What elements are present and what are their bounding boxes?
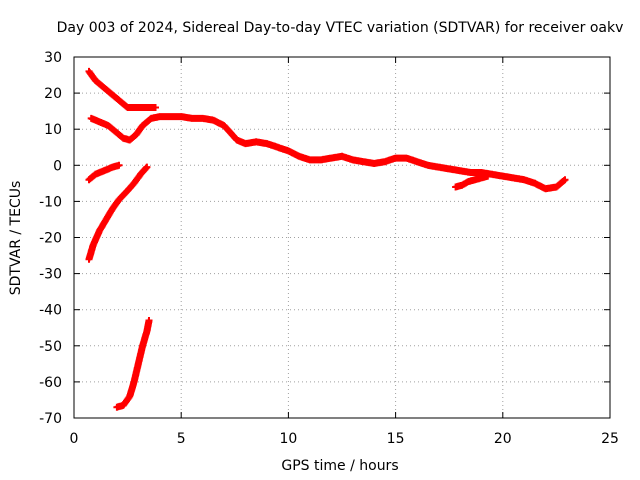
data-point-markers: [85, 67, 159, 111]
y-tick-label: -60: [39, 375, 62, 391]
y-tick-label: -40: [39, 303, 62, 319]
data-point-markers: [85, 161, 123, 184]
data-point-markers: [85, 163, 151, 263]
series-arc-1: [85, 67, 159, 111]
data-points: [85, 67, 569, 411]
y-tick-label: 0: [53, 158, 62, 174]
series-arc-2: [87, 113, 569, 193]
y-tick-label: -70: [39, 411, 62, 427]
x-axis-label: GPS time / hours: [281, 458, 398, 474]
x-tick-label: 0: [70, 431, 79, 447]
y-tick-label: 10: [44, 122, 62, 138]
y-tick-label: -10: [39, 194, 62, 210]
series-arc-4: [85, 163, 151, 263]
x-tick-label: 5: [177, 431, 186, 447]
y-tick-label: 20: [44, 86, 62, 102]
x-tick-label: 15: [387, 431, 405, 447]
x-tick-label: 25: [601, 431, 619, 447]
y-tick-label: 30: [44, 50, 62, 66]
y-axis-label: SDTVAR / TECUs: [8, 181, 24, 296]
data-point-markers: [452, 172, 492, 191]
grid-lines: [74, 57, 610, 418]
data-point-markers: [113, 317, 153, 411]
series-arc-3: [85, 161, 123, 184]
x-tick-label: 10: [279, 431, 297, 447]
y-tick-label: -50: [39, 339, 62, 355]
data-point-markers: [87, 113, 569, 193]
axis-ticks: 0 5 10 15 20 25 -70 -60 -50 -40 -30 -20 -10 0 10 20 30: [39, 50, 619, 447]
series-arc-5: [113, 317, 153, 411]
y-tick-label: -30: [39, 267, 62, 283]
y-tick-label: -20: [39, 231, 62, 247]
x-tick-label: 20: [494, 431, 512, 447]
series-cluster-18h: [452, 172, 492, 191]
chart-title: Day 003 of 2024, Sidereal Day-to-day VTE…: [57, 20, 624, 36]
